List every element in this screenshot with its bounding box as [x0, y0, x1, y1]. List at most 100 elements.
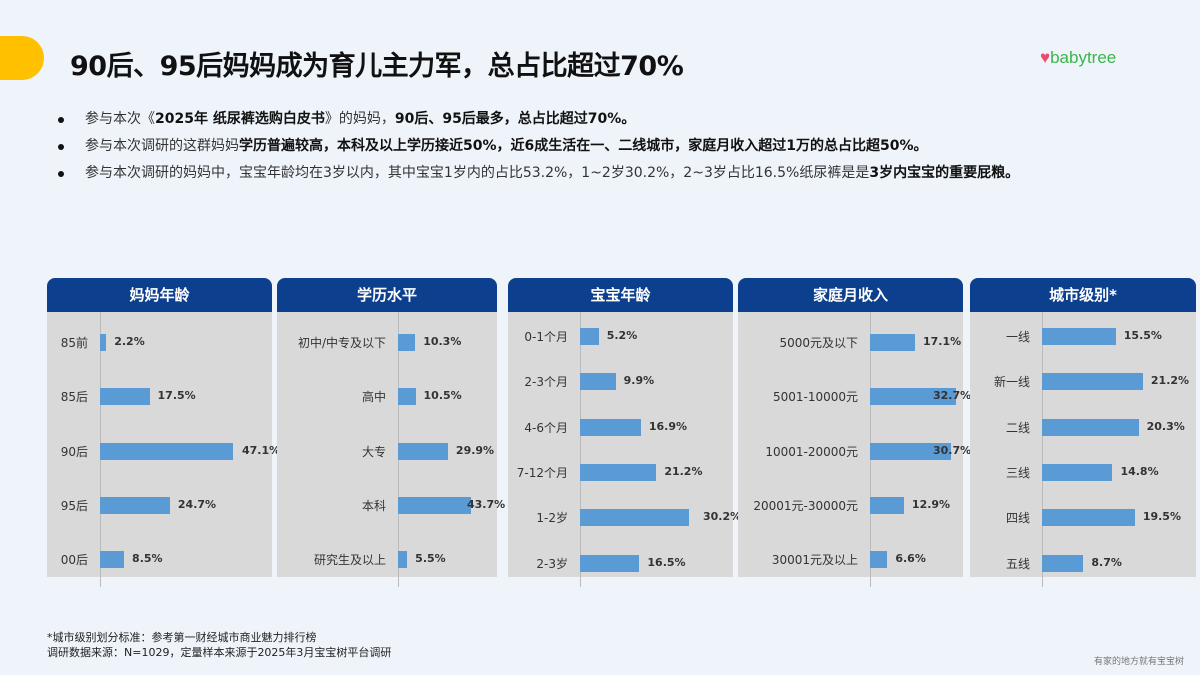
category-label: 5000元及以下: [779, 336, 858, 350]
axis-line: [1042, 312, 1043, 587]
footnote: *城市级别划分标准：参考第一财经城市商业魅力排行榜 调研数据来源：N=1029，…: [47, 630, 391, 660]
bar: [1042, 554, 1084, 572]
category-label: 2-3岁: [536, 556, 568, 571]
category-label: 新一线: [993, 375, 1030, 390]
data-label: 12.9%: [911, 497, 951, 511]
bar: [398, 388, 416, 406]
data-label: 21.2%: [664, 464, 703, 478]
bullet-item: 参与本次《2025年 纸尿裤选购白皮书》的妈妈，90后、95后最多，总占比超过7…: [55, 106, 1165, 133]
bullet-text: 3岁内宝宝的重要屁粮。: [869, 165, 1020, 181]
category-label: 30001元及以上: [771, 553, 858, 568]
data-label: 17.5%: [157, 389, 196, 403]
category-label: 高中: [361, 390, 386, 405]
bar: [1042, 373, 1143, 391]
bar: [580, 328, 599, 345]
chart-title: 学历水平: [277, 278, 497, 312]
data-label: 47.1%: [242, 443, 281, 457]
category-label: 4-6个月: [524, 420, 568, 435]
category-label: 20001元-30000元: [753, 498, 858, 513]
footnote-city: *城市级别划分标准：参考第一财经城市商业魅力排行榜: [47, 631, 317, 644]
babytree-logo: ♥babytree: [1040, 48, 1117, 67]
data-label: 10.5%: [423, 389, 462, 403]
chart-panel: 学历水平 初中/中专及以下 10.3% 高中 10.5% 大专 29.9% 本科 43.7% 研究…: [277, 278, 505, 587]
chart-panel: 城市级别* 一线 15.5% 新一线 21.2% 二线 20.3% 三线 14.8% 四线 19.5…: [970, 278, 1196, 587]
data-label: 32.7%: [933, 389, 972, 403]
slogan: 有家的地方就有宝宝树: [1093, 657, 1184, 667]
data-label: 15.5%: [1123, 329, 1162, 342]
data-label: 29.9%: [455, 443, 495, 457]
bar: [580, 373, 616, 391]
bullet-text: 》的妈妈，: [324, 111, 395, 127]
category-label: 90后: [60, 444, 88, 459]
category-label: 2-3个月: [524, 375, 568, 390]
bullet-text: 90后、95后最多，总占比超过70%。: [394, 111, 636, 127]
category-label: 五线: [1005, 556, 1030, 571]
category-label: 1-2岁: [536, 511, 568, 526]
bar: [580, 554, 640, 572]
data-label: 6.6%: [895, 552, 926, 566]
bullet-text: 2025年 纸尿裤选购白皮书: [155, 111, 325, 127]
chart-title: 家庭月收入: [738, 278, 963, 312]
data-label: 30.7%: [933, 443, 972, 457]
bullet-text: 学历普遍较高，本科及以上学历接近50%，近6成生活在一、二线城市，家庭月收入超过…: [239, 138, 928, 154]
data-label: 10.3%: [423, 335, 462, 348]
category-label: 研究生及以上: [313, 553, 386, 568]
bar: [398, 551, 408, 569]
data-label: 19.5%: [1142, 510, 1181, 524]
bullet-list: 参与本次《2025年 纸尿裤选购白皮书》的妈妈，90后、95后最多，总占比超过7…: [55, 106, 1165, 187]
bullet-text: 参与本次调研的这群妈妈: [85, 138, 239, 154]
category-label: 三线: [1005, 465, 1030, 480]
bar: [398, 442, 448, 460]
data-label: 9.9%: [623, 374, 655, 388]
chart-title: 妈妈年龄: [47, 278, 272, 312]
chart-panel: 家庭月收入 5000元及以下 17.1% 5001-10000元 32.7% 10001-…: [738, 278, 971, 587]
bar: [100, 334, 107, 351]
bar: [1042, 463, 1113, 481]
bar: [398, 496, 471, 514]
data-label: 2.2%: [114, 335, 145, 348]
bullet-item: 参与本次调研的妈妈中，宝宝年龄均在3岁以内，其中宝宝1岁内的占比53.2%，1~…: [55, 160, 1165, 187]
bullet-text: 参与本次调研的妈妈中，宝宝年龄均在3岁以内，其中宝宝1岁内的占比53.2%，1~…: [85, 165, 870, 181]
data-label: 17.1%: [922, 335, 962, 348]
data-label: 5.2%: [606, 329, 638, 342]
category-label: 0-1个月: [524, 330, 568, 344]
category-label: 四线: [1005, 511, 1030, 526]
data-label: 16.9%: [648, 419, 687, 433]
bar: [870, 496, 904, 514]
category-label: 初中/中专及以下: [297, 336, 386, 350]
footnote-source: 调研数据来源：N=1029，定量样本来源于2025年3月宝宝树平台调研: [47, 646, 392, 659]
category-label: 大专: [361, 444, 386, 459]
bullet-item: 参与本次调研的这群妈妈学历普遍较高，本科及以上学历接近50%，近6成生活在一、二…: [55, 133, 1165, 160]
chart-title: 城市级别*: [970, 278, 1196, 312]
data-label: 30.2%: [703, 510, 742, 524]
data-label: 24.7%: [177, 497, 217, 511]
category-label: 00后: [60, 553, 88, 568]
category-label: 7-12个月: [516, 465, 568, 480]
axis-line: [580, 312, 581, 587]
title-accent: [0, 36, 44, 80]
data-label: 16.5%: [647, 555, 686, 569]
category-label: 85前: [60, 336, 88, 350]
category-label: 10001-20000元: [765, 444, 858, 459]
bar: [870, 334, 915, 351]
bullet-text: 参与本次《: [85, 111, 155, 127]
bar: [870, 388, 956, 406]
data-label: 43.7%: [467, 497, 506, 511]
category-label: 85后: [60, 390, 88, 405]
chart-panel: 妈妈年龄 85前 2.2% 85后 17.5% 90后 47.1% 95后 24.7% 00后 8.…: [47, 278, 280, 587]
bar: [1042, 328, 1116, 345]
category-label: 二线: [1005, 420, 1030, 435]
bar: [1042, 418, 1139, 436]
bar: [870, 442, 951, 460]
data-label: 8.7%: [1091, 555, 1122, 569]
data-label: 20.3%: [1146, 419, 1185, 433]
data-label: 8.5%: [132, 552, 163, 566]
bar: [580, 418, 641, 436]
chart-panel: 宝宝年龄 0-1个月 5.2% 2-3个月 9.9% 4-6个月 16.9% 7-12个月 21…: [508, 278, 741, 587]
category-label: 一线: [1005, 330, 1030, 344]
category-label: 95后: [60, 498, 88, 513]
bar: [580, 463, 657, 481]
data-label: 14.8%: [1120, 464, 1159, 478]
bar: [580, 509, 689, 527]
chart-title: 宝宝年龄: [508, 278, 733, 312]
